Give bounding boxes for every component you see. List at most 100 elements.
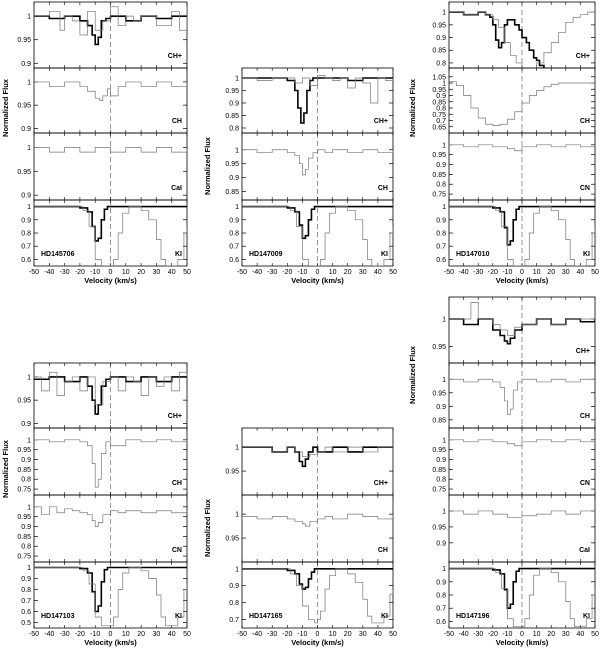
y-tick-label: 0.8 xyxy=(436,106,446,113)
x-tick-label: 10 xyxy=(329,631,337,638)
spectrum-line-thin xyxy=(34,6,187,36)
y-tick-label: 0.95 xyxy=(432,22,446,29)
panel-ch: 0.85 0.9 0.95 1 CH xyxy=(225,132,394,201)
x-tick-label: 50 xyxy=(183,631,191,638)
spectrum-line-thick xyxy=(242,205,393,240)
species-label: KI xyxy=(583,613,590,620)
x-tick-label: 40 xyxy=(374,269,382,276)
spectrum-block-hd147196: 0.951CH+0.850.90.951CH0.750.80.850.90.95… xyxy=(408,296,599,647)
x-tick-label: -40 xyxy=(44,631,54,638)
x-tick-label: -40 xyxy=(459,631,469,638)
spectrum-line-thick xyxy=(449,11,545,68)
x-axis-label: Velocity (km/s) xyxy=(84,638,137,647)
species-label: CH xyxy=(580,413,590,420)
y-tick-label: 0.9 xyxy=(229,101,239,108)
x-tick-label: 30 xyxy=(562,269,570,276)
x-tick-label: -30 xyxy=(267,631,277,638)
y-tick-label: 0.95 xyxy=(17,37,31,44)
species-label: CaI xyxy=(171,185,182,192)
panel-cn: 0.75 0.8 0.85 0.9 0.95 1 CN xyxy=(432,132,596,201)
x-tick-label: 40 xyxy=(374,631,382,638)
y-tick-label: 1 xyxy=(442,204,446,211)
x-tick-label: 50 xyxy=(591,631,599,638)
x-tick-label: -50 xyxy=(444,631,454,638)
y-tick-label: 0.95 xyxy=(432,152,446,159)
panel-chplus: 0.9 0.95 1 CH+ xyxy=(17,362,188,429)
x-tick-label: 30 xyxy=(153,631,161,638)
spectrum-line-thin xyxy=(242,75,393,104)
star-name-label: HD147103 xyxy=(41,613,75,620)
panel-chplus: 0.8 0.85 0.9 0.95 1 CH+ xyxy=(432,1,596,69)
spectrum-line-thin xyxy=(242,568,393,624)
y-tick-label: 0.95 xyxy=(225,536,239,543)
x-tick-label: 30 xyxy=(359,631,367,638)
spectrum-line-thin xyxy=(34,206,187,266)
y-tick-label: 0.9 xyxy=(21,524,31,531)
y-tick-label: 1 xyxy=(442,377,446,384)
panel-cn: 0.75 0.8 0.85 0.9 0.95 1 CN xyxy=(432,427,596,496)
y-axis-label: Normalized Flux xyxy=(1,78,10,137)
species-label: KI xyxy=(381,613,388,620)
y-tick-label: 0.8 xyxy=(229,126,239,133)
spectrum-line-thin xyxy=(242,446,393,458)
x-tick-label: -50 xyxy=(237,631,247,638)
y-axis-label: Normalized Flux xyxy=(203,498,212,557)
spectrum-line-thick xyxy=(34,205,187,242)
panel-ki: 0.7 0.8 0.9 1 KI HD147165 -50 -40 -30 -20 -10 0 10 20… xyxy=(229,561,397,647)
y-tick-label: 1 xyxy=(442,317,446,324)
y-tick-label: 0.8 xyxy=(436,182,446,189)
spectrum-line-thin xyxy=(449,206,595,266)
spectrum-line-thick xyxy=(449,205,595,246)
x-tick-label: 40 xyxy=(168,269,176,276)
y-tick-label: 0.85 xyxy=(225,189,239,196)
x-tick-label: -20 xyxy=(282,631,292,638)
y-tick-label: 0.75 xyxy=(432,112,446,119)
species-label: CH+ xyxy=(576,348,590,355)
y-tick-label: 0.85 xyxy=(432,467,446,474)
x-tick-label: -40 xyxy=(459,269,469,276)
x-tick-label: -40 xyxy=(44,269,54,276)
x-tick-label: 40 xyxy=(577,269,585,276)
y-tick-label: 0.85 xyxy=(17,534,31,541)
spectrum-line-thin xyxy=(34,371,187,406)
x-tick-label: 20 xyxy=(547,269,555,276)
x-tick-label: 30 xyxy=(562,631,570,638)
y-tick-label: 1 xyxy=(442,81,446,88)
x-axis-label: Velocity (km/s) xyxy=(291,638,344,647)
y-tick-label: 0.8 xyxy=(21,477,31,484)
y-tick-label: 0.85 xyxy=(432,48,446,55)
x-tick-label: 10 xyxy=(533,269,541,276)
species-label: CH xyxy=(580,118,590,125)
panel-ki: 0.5 0.6 0.7 0.8 0.9 1 KI HD147103 -50 -40 -30 -20 -1… xyxy=(21,561,191,647)
x-tick-label: 0 xyxy=(316,269,320,276)
y-tick-label: 0.95 xyxy=(432,87,446,94)
species-label: CH xyxy=(378,547,388,554)
x-tick-label: -50 xyxy=(29,269,39,276)
y-tick-label: 0.8 xyxy=(436,231,446,238)
species-label: CN xyxy=(580,480,590,487)
y-tick-label: 0.75 xyxy=(432,487,446,494)
y-axis-label: Normalized Flux xyxy=(1,439,10,498)
y-tick-label: 1 xyxy=(27,14,31,21)
x-tick-label: 30 xyxy=(153,269,161,276)
x-tick-label: -10 xyxy=(502,631,512,638)
y-tick-label: 0.7 xyxy=(436,606,446,613)
y-tick-label: 0.95 xyxy=(225,161,239,168)
x-tick-label: -20 xyxy=(488,269,498,276)
star-name-label: HD147196 xyxy=(456,613,490,620)
panel-ch: 0.95 1 CH xyxy=(225,494,394,563)
spectrum-line-thin xyxy=(34,567,187,627)
y-tick-label: 0.6 xyxy=(21,257,31,264)
x-tick-label: -20 xyxy=(75,631,85,638)
y-tick-label: 1 xyxy=(442,508,446,515)
x-tick-label: 50 xyxy=(591,269,599,276)
y-tick-label: 0.8 xyxy=(21,544,31,551)
species-label: CH+ xyxy=(374,480,388,487)
spectrum-line-thin xyxy=(449,144,595,152)
y-tick-label: 0.6 xyxy=(436,257,446,264)
y-tick-label: 0.9 xyxy=(229,583,239,590)
y-tick-label: 0.95 xyxy=(432,447,446,454)
y-tick-label: 1 xyxy=(235,204,239,211)
y-tick-label: 1 xyxy=(235,512,239,519)
